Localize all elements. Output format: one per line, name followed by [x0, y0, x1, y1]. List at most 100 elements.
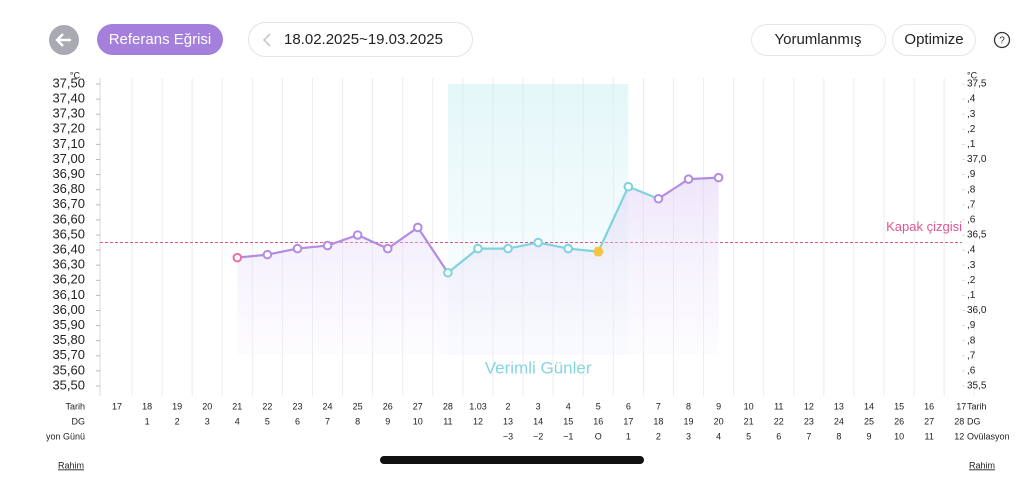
row-categories: 21 — [232, 401, 242, 411]
row-categories: 22 — [262, 401, 272, 411]
data-point — [473, 243, 483, 254]
help-button[interactable] — [993, 31, 1011, 49]
row-ovulation: 11 — [924, 431, 933, 441]
y-tick-label: 36,20 — [52, 272, 85, 287]
row-dg: 20 — [714, 416, 724, 426]
row-dg: 6 — [295, 416, 300, 426]
ovulation-point — [592, 246, 604, 257]
line-segment — [507, 241, 539, 250]
row-categories: 17 — [956, 401, 966, 411]
row-ovulation: 1 — [626, 431, 631, 441]
line-segment — [597, 186, 630, 253]
row-ovulation: 2 — [656, 431, 661, 441]
y-tick-label: 35,60 — [52, 362, 85, 377]
row-ovulation: O — [595, 431, 602, 441]
row-categories: 6 — [626, 401, 631, 411]
y-tick-label: 36,90 — [52, 166, 85, 181]
row-dg: 1 — [145, 416, 150, 426]
y2-tick-label: ,6 — [967, 366, 976, 377]
row-dg: 17 — [623, 416, 633, 426]
row-categories: 28 — [443, 401, 453, 411]
data-point — [382, 243, 393, 254]
line-segment — [357, 233, 389, 250]
reference-button[interactable] — [97, 24, 223, 55]
row-ovulation: 8 — [836, 431, 841, 441]
data-point — [413, 222, 423, 233]
y-tick-label: 37,10 — [52, 136, 85, 151]
y2-tick-label: ,4 — [967, 94, 976, 105]
row-dg: 3 — [205, 416, 210, 426]
data-point — [352, 230, 363, 240]
chart: °C °C35,5035,6035,7035,8035,9036,0036,103… — [46, 70, 1010, 470]
row-label-right: DG — [967, 416, 981, 426]
row-label-left: Tarih — [65, 401, 85, 411]
line-segment — [447, 247, 479, 274]
row-categories: 8 — [686, 401, 691, 411]
row-dg: 24 — [834, 416, 844, 426]
data-point — [262, 249, 273, 260]
y2-tick-label: ,8 — [967, 335, 976, 346]
fertile-label: Verimli Günler — [485, 358, 592, 377]
row-dg: 28 — [954, 416, 964, 426]
y-tick-label: 37,30 — [52, 106, 85, 121]
reference-label: Referans Eğrisi — [109, 31, 212, 48]
interpreted-button[interactable] — [751, 24, 886, 56]
unit-right: °C — [967, 70, 978, 80]
y-tick-label: 36,70 — [52, 196, 85, 211]
data-point — [623, 181, 634, 192]
line-segment — [297, 244, 328, 250]
row-dg: 25 — [864, 416, 874, 426]
data-point — [322, 240, 333, 251]
line-segment — [237, 253, 268, 259]
row-categories: 10 — [744, 401, 754, 411]
row-dg: 23 — [804, 416, 814, 426]
y-tick-label: 35,70 — [52, 347, 85, 362]
row-categories: 12 — [804, 401, 814, 411]
data-point — [503, 243, 513, 254]
row-ovulation: 12 — [954, 431, 964, 441]
row-categories: 3 — [536, 401, 541, 411]
row-dg: 14 — [533, 416, 543, 426]
row-dg: 2 — [175, 416, 180, 426]
row-ovulation: −2 — [533, 431, 543, 441]
y2-tick-label: ,3 — [967, 260, 976, 271]
date-range: 18.02.2025~19.03.2025 — [284, 31, 443, 48]
y-tick-label: 36,00 — [52, 302, 85, 317]
line-segment — [267, 247, 298, 256]
y-tick-label: 36,50 — [52, 226, 85, 241]
optimize-button[interactable] — [892, 24, 976, 56]
unit-left: °C — [70, 70, 81, 80]
row-categories: 2 — [506, 401, 511, 411]
y2-tick-label: ,2 — [967, 124, 976, 135]
row-categories: 26 — [383, 401, 393, 411]
date-box[interactable] — [248, 22, 473, 57]
row-dg: 21 — [744, 416, 754, 426]
row-dg: 7 — [325, 416, 330, 426]
row-dg: 8 — [355, 416, 360, 426]
scrollbar — [380, 456, 644, 464]
back-icon — [55, 33, 71, 47]
optimize-label: Optimize — [904, 31, 963, 48]
interpreted-label: Yorumlanmış — [775, 31, 862, 48]
y2-tick-label: ,8 — [967, 184, 976, 195]
y-tick-label: 35,80 — [52, 332, 85, 347]
y-tick-label: 37,20 — [52, 121, 85, 136]
row-label-right: Tarih — [967, 401, 987, 411]
y2-tick-label: 36,0 — [967, 305, 987, 316]
date-icon — [262, 33, 271, 47]
y2-tick-label: ,7 — [967, 199, 976, 210]
row-categories: 5 — [596, 401, 601, 411]
y2-tick-label: ,2 — [967, 275, 976, 286]
y-tick-label: 36,40 — [52, 242, 85, 257]
data-point — [713, 172, 724, 183]
y-tick-label: 35,90 — [52, 317, 85, 332]
row-dg: 22 — [774, 416, 784, 426]
data-point — [533, 237, 543, 248]
y2-tick-label: ,6 — [967, 215, 976, 226]
line-segment — [387, 226, 419, 250]
row-categories: 27 — [413, 401, 423, 411]
row-ovulation: −1 — [563, 431, 573, 441]
line-segment — [327, 233, 359, 247]
row-label-left: DG — [72, 416, 86, 426]
